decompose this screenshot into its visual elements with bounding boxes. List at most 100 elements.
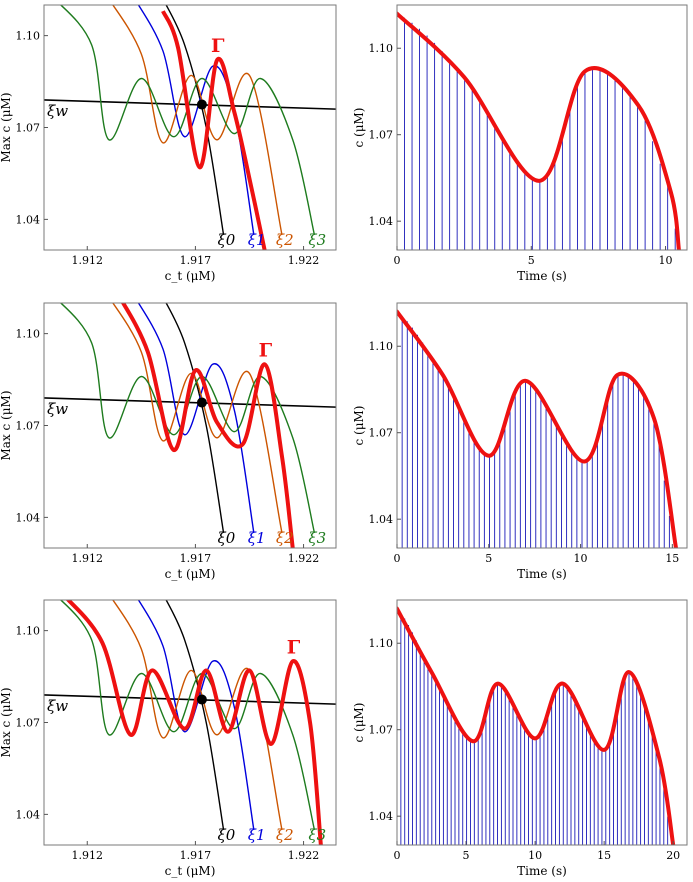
series-gamma bbox=[161, 10, 267, 250]
label-xi2: ξ2 bbox=[276, 529, 294, 547]
label-xi0: ξ0 bbox=[218, 231, 236, 249]
label-xiw: ξw bbox=[47, 697, 68, 715]
x-axis-label: c_t (μM) bbox=[165, 567, 216, 581]
y-tick-label: 1.07 bbox=[16, 122, 41, 135]
y-tick-label: 1.10 bbox=[369, 637, 394, 650]
series-xiw bbox=[44, 694, 336, 705]
label-xi3: ξ3 bbox=[308, 529, 326, 547]
x-tick-label: 1.917 bbox=[180, 254, 212, 267]
y-axis-label: c (μM) bbox=[352, 108, 366, 148]
series-xiw bbox=[44, 99, 336, 110]
panel-middle-right: 0 5 10 15 1.04 1.07 1.10 Time (s) c (μM) bbox=[352, 302, 688, 581]
series-gamma bbox=[65, 600, 323, 845]
y-axis-label: Max c (μM) bbox=[0, 92, 13, 162]
x-axis-label: Time (s) bbox=[517, 864, 567, 878]
envelope-line bbox=[397, 11, 681, 250]
x-axis-label: Time (s) bbox=[517, 269, 567, 283]
label-gamma: Γ bbox=[287, 636, 301, 658]
plot-area bbox=[44, 5, 336, 250]
panel-bottom-left: ξw ξ0 ξ1 ξ2 ξ3 Γ 1.912 1.917 1.922 1.04 1.07 1.10 c_… bbox=[0, 599, 337, 878]
axes-frame bbox=[396, 4, 688, 251]
label-gamma: Γ bbox=[211, 35, 225, 57]
panel-top-left: ξw ξ0 ξ1 ξ2 ξ3 Γ 1.912 1.917 1.922 1.04 1.07 1.10 c_… bbox=[0, 4, 337, 283]
x-tick-label: 1.912 bbox=[72, 254, 104, 267]
series-xi1 bbox=[137, 303, 255, 533]
series-gamma bbox=[120, 303, 295, 548]
label-xi1: ξ1 bbox=[248, 826, 266, 844]
y-tick-label: 1.07 bbox=[369, 427, 394, 440]
x-tick-label: 1.912 bbox=[72, 552, 104, 565]
x-tick-label: 1.922 bbox=[288, 552, 320, 565]
label-xi2: ξ2 bbox=[276, 231, 294, 249]
x-tick-label: 15 bbox=[597, 849, 611, 862]
y-tick-label: 1.04 bbox=[16, 213, 41, 226]
label-xi3: ξ3 bbox=[308, 231, 326, 249]
panel-bottom-right: 0 5 10 15 20 1.04 1.07 1.10 Time (s) c (μM) bbox=[352, 599, 688, 878]
plot-area bbox=[397, 309, 678, 548]
x-tick-label: 1.922 bbox=[288, 254, 320, 267]
x-tick-label: 1.917 bbox=[180, 552, 212, 565]
x-tick-label: 1.917 bbox=[180, 849, 212, 862]
x-axis-label: c_t (μM) bbox=[165, 864, 216, 878]
x-tick-label: 5 bbox=[528, 254, 535, 267]
y-tick-label: 1.04 bbox=[369, 215, 394, 228]
y-tick-label: 1.07 bbox=[16, 717, 41, 730]
label-xi1: ξ1 bbox=[248, 529, 266, 547]
x-tick-label: 5 bbox=[485, 552, 492, 565]
y-axis-label: c (μM) bbox=[352, 703, 366, 743]
y-axis-label: Max c (μM) bbox=[0, 687, 13, 757]
y-axis-label: c (μM) bbox=[352, 406, 366, 446]
series-xi3 bbox=[59, 600, 316, 830]
x-tick-label: 15 bbox=[665, 552, 679, 565]
axes-frame bbox=[396, 302, 688, 549]
plot-area bbox=[397, 11, 681, 250]
intersection-point bbox=[196, 99, 207, 110]
plot-area bbox=[397, 606, 676, 845]
label-xi0: ξ0 bbox=[218, 529, 236, 547]
x-tick-label: 0 bbox=[394, 254, 401, 267]
y-tick-label: 1.07 bbox=[16, 420, 41, 433]
y-tick-label: 1.07 bbox=[369, 129, 394, 142]
label-xi3: ξ3 bbox=[308, 826, 326, 844]
series-xiw bbox=[44, 397, 336, 408]
x-axis-label: Time (s) bbox=[517, 567, 567, 581]
y-tick-label: 1.04 bbox=[369, 810, 394, 823]
envelope-line bbox=[397, 309, 678, 548]
x-tick-label: 0 bbox=[394, 552, 401, 565]
x-tick-label: 20 bbox=[666, 849, 680, 862]
panel-top-right: 0 5 10 1.04 1.07 1.10 Time (s) c (μM) bbox=[352, 4, 688, 283]
plot-area bbox=[44, 303, 336, 548]
intersection-point bbox=[196, 397, 207, 408]
x-tick-label: 0 bbox=[394, 849, 401, 862]
x-tick-label: 10 bbox=[659, 254, 673, 267]
label-xiw: ξw bbox=[47, 400, 68, 418]
axes-frame bbox=[43, 302, 337, 549]
y-tick-label: 1.10 bbox=[16, 625, 41, 638]
y-tick-label: 1.04 bbox=[369, 513, 394, 526]
series-xi2 bbox=[112, 303, 283, 533]
series-xi1 bbox=[137, 600, 255, 830]
y-tick-label: 1.07 bbox=[369, 724, 394, 737]
panel-middle-left: ξw ξ0 ξ1 ξ2 ξ3 Γ 1.912 1.917 1.922 1.04 1.07 1.10 c_… bbox=[0, 302, 337, 581]
series-xi0 bbox=[165, 303, 225, 533]
x-tick-label: 1.912 bbox=[72, 849, 104, 862]
y-tick-label: 1.04 bbox=[16, 511, 41, 524]
plot-area bbox=[44, 600, 336, 845]
y-tick-label: 1.10 bbox=[16, 30, 41, 43]
intersection-point bbox=[196, 694, 207, 705]
envelope-line bbox=[397, 606, 676, 845]
axes-frame bbox=[396, 599, 688, 846]
x-tick-label: 5 bbox=[463, 849, 470, 862]
series-xi2 bbox=[112, 5, 283, 235]
x-axis-label: c_t (μM) bbox=[165, 269, 216, 283]
label-xi0: ξ0 bbox=[218, 826, 236, 844]
label-xi1: ξ1 bbox=[248, 231, 266, 249]
label-xi2: ξ2 bbox=[276, 826, 294, 844]
x-tick-label: 1.922 bbox=[288, 849, 320, 862]
y-tick-label: 1.04 bbox=[16, 808, 41, 821]
label-xiw: ξw bbox=[47, 102, 68, 120]
y-axis-label: Max c (μM) bbox=[0, 390, 13, 460]
y-tick-label: 1.10 bbox=[369, 340, 394, 353]
x-tick-label: 10 bbox=[528, 849, 542, 862]
